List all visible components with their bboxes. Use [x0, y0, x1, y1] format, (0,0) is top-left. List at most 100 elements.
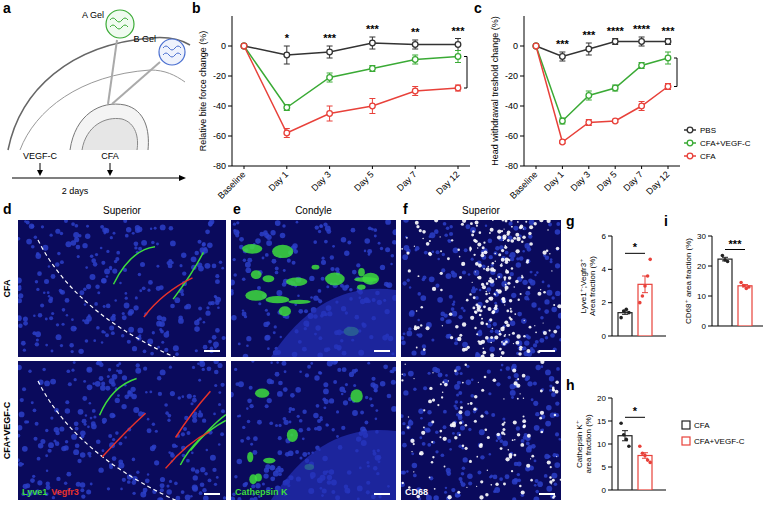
nucleus: [75, 443, 80, 448]
nucleus: [541, 365, 544, 368]
nucleus: [117, 394, 120, 397]
bracket: [674, 58, 677, 87]
nucleus: [452, 432, 455, 435]
nucleus: [391, 254, 394, 257]
stain-speck: [470, 316, 474, 320]
nucleus: [367, 249, 372, 254]
nucleus: [18, 285, 22, 291]
error-bar: [639, 37, 645, 46]
series-line: [244, 46, 458, 133]
nucleus: [190, 402, 193, 405]
nucleus: [49, 316, 53, 320]
nucleus: [62, 308, 66, 312]
nucleus: [323, 382, 328, 387]
nucleus: [81, 494, 85, 498]
nucleus: [458, 445, 462, 449]
nucleus: [555, 432, 559, 436]
nucleus: [19, 285, 22, 288]
stain-speck: [520, 225, 524, 229]
nucleus: [93, 262, 98, 267]
stain-speck: [475, 271, 476, 272]
stain-speck: [549, 480, 552, 483]
marker: [665, 39, 671, 45]
stain-speck: [526, 261, 529, 264]
nucleus: [198, 306, 202, 310]
gel: [106, 10, 134, 38]
nucleus: [125, 292, 128, 295]
vessel: [173, 252, 203, 299]
nucleus: [45, 344, 48, 347]
stain-speck: [524, 320, 525, 321]
nucleus: [364, 421, 368, 425]
nucleus: [281, 361, 286, 366]
nucleus: [443, 410, 447, 414]
nucleus: [502, 441, 508, 447]
nucleus: [35, 422, 39, 426]
stain-speck: [474, 311, 477, 314]
y-tick: [608, 302, 612, 303]
nucleus: [284, 370, 287, 373]
nucleus: [74, 378, 77, 381]
nucleus: [522, 425, 525, 428]
nucleus: [163, 332, 169, 338]
stain-speck: [480, 321, 484, 325]
nucleus: [445, 374, 448, 377]
marker: [612, 39, 618, 45]
nucleus: [89, 402, 92, 405]
nucleus: [409, 311, 415, 317]
nucleus: [56, 334, 62, 340]
stain-speck: [422, 238, 424, 240]
nucleus: [197, 362, 199, 364]
nucleus: [289, 421, 292, 424]
nucleus: [109, 266, 112, 269]
y-tick-label: -60: [505, 131, 518, 141]
nucleus: [93, 339, 96, 342]
nucleus: [36, 338, 39, 341]
nucleus: [150, 352, 154, 356]
nucleus: [126, 227, 131, 232]
nucleus: [319, 225, 322, 228]
nucleus: [218, 363, 223, 368]
stain-speck: [509, 317, 511, 319]
nucleus: [192, 418, 197, 423]
nucleus: [313, 240, 317, 244]
nucleus: [315, 225, 319, 229]
nucleus: [375, 409, 378, 412]
nucleus: [501, 340, 507, 346]
marker: [455, 42, 461, 48]
nucleus: [531, 444, 536, 449]
nucleus: [32, 331, 36, 335]
significance: ***: [662, 25, 676, 37]
nucleus: [78, 234, 81, 237]
stain-speck: [543, 322, 544, 323]
nucleus: [307, 427, 311, 431]
nucleus: [547, 284, 550, 287]
nucleus: [168, 259, 172, 263]
label: B Gel: [133, 34, 156, 44]
nucleus: [385, 247, 390, 252]
nucleus: [86, 225, 89, 228]
x-tick: [536, 166, 537, 169]
stain-speck: [540, 411, 544, 415]
stain-speck: [505, 270, 509, 274]
nucleus: [468, 481, 472, 485]
error-bar: [327, 106, 333, 121]
nucleus: [551, 473, 557, 479]
nucleus: [318, 371, 322, 375]
axis-title: Lyve1⁺;Vegfr3⁺Area fraction (%): [579, 256, 597, 316]
error-bar: [369, 66, 375, 72]
nucleus: [512, 497, 516, 500]
stain-speck: [462, 220, 466, 223]
nucleus: [134, 246, 137, 249]
marker: [560, 139, 566, 145]
nucleus: [86, 489, 91, 494]
nucleus: [69, 343, 74, 348]
x-tick: [415, 166, 416, 169]
nucleus: [170, 241, 176, 247]
stain-speck: [509, 299, 513, 303]
nucleus: [271, 259, 276, 264]
error-bar: [412, 55, 418, 64]
nucleus: [122, 478, 126, 482]
nucleus: [128, 309, 134, 315]
nucleus: [204, 263, 210, 269]
